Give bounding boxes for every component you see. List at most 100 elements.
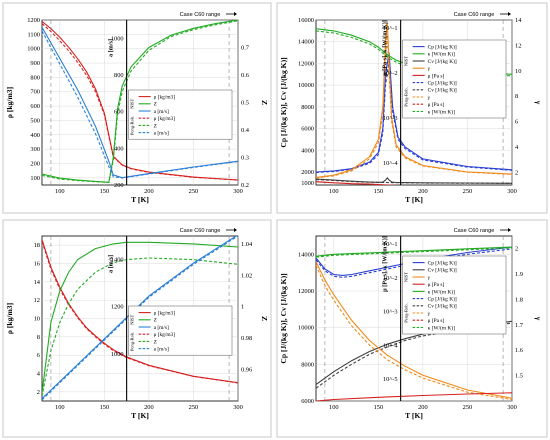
series-group	[316, 22, 512, 185]
y-right-axis-label: Z	[260, 316, 269, 321]
legend-group-label: Peng-Rob.	[404, 87, 409, 107]
legend-entry-label: Z	[154, 123, 157, 129]
y-inner-tick-label: 10^-4	[383, 160, 399, 167]
series-line-4	[316, 179, 512, 184]
x-tick-label: 200	[144, 188, 154, 195]
y-left-tick-label: 8000	[301, 361, 314, 368]
y-right-tick-label: 10	[515, 68, 521, 75]
legend-box	[402, 255, 507, 335]
y-right-tick-label: 2	[515, 169, 518, 176]
y-left-tick-label: 1200	[27, 17, 40, 24]
x-tick-label: 150	[374, 404, 384, 411]
x-tick-label: 300	[233, 404, 243, 411]
y-right-tick-label: 0.2	[241, 182, 249, 189]
series-line-6	[42, 30, 238, 179]
y-right-axis-label: Z	[260, 100, 269, 105]
y-right-tick-label: 1.04	[241, 241, 253, 248]
y-inner-tick-label: 10^-5	[383, 376, 398, 383]
y-left-tick-label: 6	[37, 352, 40, 359]
legend-entry-label: ρ [kg/m3]	[154, 332, 176, 338]
y-right-tick-label: 1.02	[241, 272, 252, 279]
legend-entry-label: Cp [J/(kg K)]	[428, 296, 457, 303]
x-tick-label: 200	[418, 404, 428, 411]
legend-entry-label: a [m/s]	[154, 109, 169, 115]
legend-entry-label: μ [Pa s]	[428, 282, 445, 288]
y-left-tick-label: 14	[34, 279, 41, 286]
arrow-head-icon	[234, 228, 237, 232]
y-left-tick-label: 4	[37, 371, 41, 378]
series-line-2	[42, 23, 238, 181]
y-right-tick-label: 0.4	[241, 127, 250, 134]
series-group	[42, 236, 238, 401]
y-right-tick-label: 8	[515, 93, 518, 100]
x-tick-label: 250	[189, 188, 199, 195]
y-inner-tick-label: 600	[114, 109, 124, 116]
series-line-6	[42, 236, 238, 401]
arrow-head-icon	[508, 228, 511, 232]
y-inner-tick-label: 1000	[111, 351, 124, 358]
chart-panel-4: 100 150 200 250 300 6000 8000 10000 12000 14000 1.…	[279, 228, 543, 420]
chart-panel-3: 100 150 200 250 300 2 4 6 8 10 12 14 16 18 0.96 0.98 1 1.…	[5, 228, 269, 420]
y-right-tick-label: 14	[515, 17, 522, 24]
y-left-tick-label: 700	[30, 89, 40, 96]
x-axis-label: T [K]	[405, 195, 423, 204]
legend-entry-label: κ [W/(m K)]	[428, 288, 455, 295]
series-group	[42, 20, 238, 184]
x-tick-label: 200	[418, 188, 428, 195]
y-left-tick-label: 10000	[298, 82, 314, 89]
chart-panel-1: 100 150 200 250 300 100 200 300 400 500 600 700 800 9…	[5, 12, 269, 204]
y-right-tick-label: 0.98	[241, 335, 252, 342]
legend-entry-label: κ [W/(m K)]	[428, 324, 455, 331]
legend-group-label: Peng-Rob.	[404, 303, 409, 323]
y-left-tick-label: 1000	[27, 46, 40, 53]
legend-entry-label: κ [W/(m K)]	[428, 108, 455, 115]
y-left-tick-label: 600	[30, 103, 40, 110]
y-right-tick-label: 1.5	[515, 373, 523, 380]
y-left-axis-label: Cp [J/(kg K)], Cv [J/(kg K)]	[279, 57, 288, 147]
legend: NIST Peng-Rob. Cp [J/(kg K)] κ [W/(m K)] Cv …	[402, 39, 507, 119]
chart-panels: 100 150 200 250 300 100 200 300 400 500 600 700 800 9…	[5, 12, 543, 420]
case-label: Case C60 range	[454, 228, 495, 234]
arrow-head-icon	[508, 12, 511, 16]
y-left-tick-label: 12000	[298, 60, 314, 67]
legend-group-label: NIST	[130, 315, 135, 325]
y-left-tick-label: 10000	[298, 325, 314, 332]
legend-entry-label: ρ [kg/m3]	[154, 311, 176, 317]
y-inner-tick-label: 10^-4	[383, 342, 399, 349]
y-left-tick-label: 400	[30, 132, 40, 139]
legend-entry-label: a [m/s]	[154, 347, 169, 353]
y-inner-tick-label: 10^-3	[383, 115, 398, 122]
legend-box	[402, 39, 507, 119]
y-left-tick-label: 200	[30, 160, 40, 167]
y-right-tick-label: 0.7	[241, 45, 250, 52]
x-tick-label: 150	[100, 188, 110, 195]
y-right-tick-label: 1	[241, 304, 244, 311]
y-left-tick-label: 10	[34, 316, 40, 323]
legend-entry-label: Cp [J/(kg K)]	[428, 44, 457, 51]
y-inner-axis-label: a [m/s]	[108, 255, 115, 273]
series-line-5	[316, 22, 512, 178]
x-axis-label: T [K]	[131, 195, 149, 204]
y-inner-axis-label: μ [Pa s], κ [W/(m K)]	[382, 20, 389, 76]
y-right-tick-label: 12	[515, 42, 521, 49]
y-right-axis-label: γ	[534, 100, 543, 105]
y-left-tick-label: 800	[30, 74, 40, 81]
legend-entry-label: Cv [J/(kg K)]	[428, 58, 457, 65]
legend-box	[128, 305, 233, 356]
legend-group-label: NIST	[404, 56, 409, 66]
y-right-tick-label: 4	[515, 144, 519, 151]
y-left-axis-label: ρ [kg/m3]	[5, 303, 14, 334]
legend-entry-label: Z	[154, 318, 157, 324]
y-left-tick-label: 16	[34, 261, 40, 268]
series-line-3	[42, 241, 238, 394]
case-label: Case C60 range	[180, 12, 221, 18]
legend-entry-label: γ	[427, 95, 431, 101]
y-right-axis-label: γ	[534, 316, 543, 321]
y-left-axis-label: ρ [kg/m3]	[5, 87, 14, 118]
legend-entry-label: γ	[427, 275, 431, 281]
x-axis-label: T [K]	[405, 411, 423, 420]
legend-group-label: NIST	[130, 99, 135, 109]
y-right-tick-label: 0.5	[241, 100, 249, 107]
legend-entry-label: a [m/s]	[154, 131, 169, 137]
